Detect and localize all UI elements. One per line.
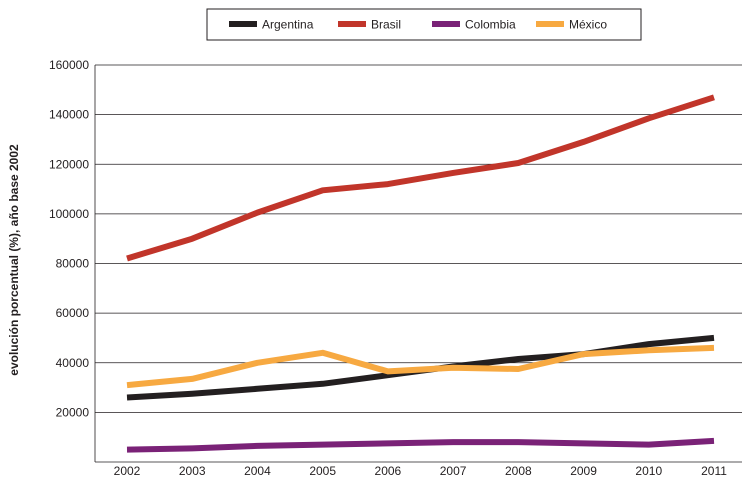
- y-tick-label: 140000: [49, 108, 89, 122]
- axes: [94, 65, 742, 463]
- legend-box: [206, 8, 642, 41]
- y-axis-label: evolución porcentual (%), año base 2002: [7, 144, 21, 376]
- legend-label: Brasil: [371, 18, 401, 32]
- y-tick-label: 160000: [49, 58, 89, 72]
- x-tick-label: 2010: [635, 464, 662, 477]
- x-tick-label: 2005: [309, 464, 336, 477]
- y-tick-label: 40000: [56, 356, 90, 370]
- y-tick-labels: 20000 40000 60000 80000 100000 120000 140000 16…: [49, 58, 89, 419]
- legend-label: Colombia: [465, 18, 516, 32]
- series-line-colombia: [126, 437, 715, 453]
- y-tick-label: 100000: [49, 207, 89, 221]
- legend-label: Argentina: [262, 18, 314, 32]
- x-tick-label: 2004: [244, 464, 271, 477]
- series-line-mexico: [126, 344, 715, 389]
- y-tick-label: 80000: [56, 257, 90, 271]
- x-tick-label: 2011: [701, 464, 727, 477]
- x-tick-label: 2008: [505, 464, 532, 477]
- x-tick-label: 2003: [179, 464, 206, 477]
- x-tick-label: 2006: [375, 464, 402, 477]
- series-line-brasil: [126, 94, 715, 262]
- x-tick-label: 2009: [570, 464, 597, 477]
- gridlines: [95, 64, 742, 413]
- x-tick-labels: 2002 2003 2004 2005 2006 2007 2008 2009 2010 2011: [114, 464, 728, 477]
- y-tick-label: 120000: [49, 157, 89, 171]
- series-lines: [126, 94, 715, 453]
- x-tick-label: 2007: [440, 464, 467, 477]
- legend-label: México: [569, 18, 607, 32]
- x-tick-label: 2002: [114, 464, 141, 477]
- legend: Argentina Brasil Colombia México: [206, 8, 642, 41]
- y-tick-label: 60000: [56, 306, 90, 320]
- y-tick-label: 20000: [56, 405, 90, 419]
